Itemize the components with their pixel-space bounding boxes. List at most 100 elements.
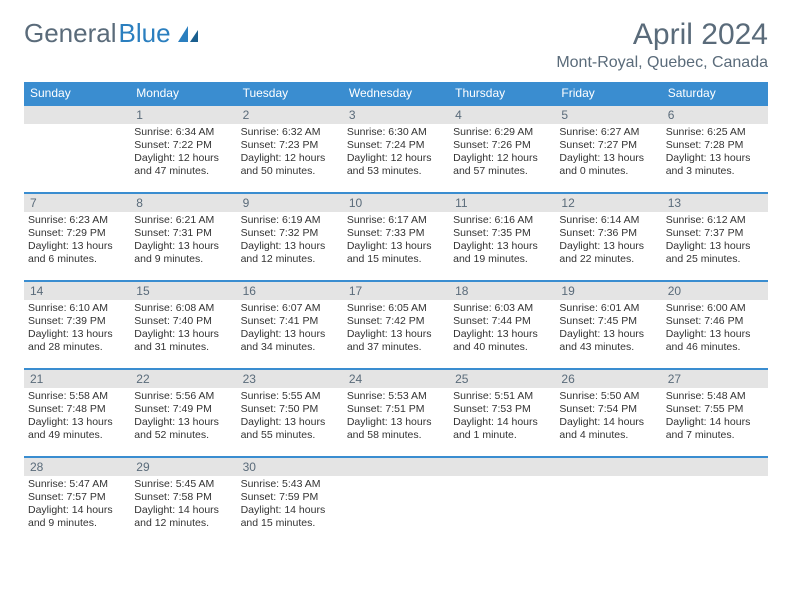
daylight-text: Daylight: 13 hours and 9 minutes. xyxy=(134,240,232,266)
day-header: Tuesday xyxy=(237,82,343,105)
day-number: 16 xyxy=(237,282,343,300)
logo: GeneralBlue xyxy=(24,18,200,49)
day-number: 26 xyxy=(555,370,661,388)
day-header: Thursday xyxy=(449,82,555,105)
day-details: Sunrise: 5:43 AMSunset: 7:59 PMDaylight:… xyxy=(237,476,343,535)
day-number: 1 xyxy=(130,106,236,124)
day-header: Sunday xyxy=(24,82,130,105)
day-number xyxy=(662,458,768,476)
calendar-cell: 19Sunrise: 6:01 AMSunset: 7:45 PMDayligh… xyxy=(555,281,661,369)
daylight-text: Daylight: 14 hours and 7 minutes. xyxy=(666,416,764,442)
daylight-text: Daylight: 13 hours and 22 minutes. xyxy=(559,240,657,266)
day-number xyxy=(24,106,130,124)
title-block: April 2024 Mont-Royal, Quebec, Canada xyxy=(556,18,768,72)
day-number: 22 xyxy=(130,370,236,388)
sunrise-text: Sunrise: 5:51 AM xyxy=(453,390,551,403)
sunrise-text: Sunrise: 5:55 AM xyxy=(241,390,339,403)
daylight-text: Daylight: 13 hours and 52 minutes. xyxy=(134,416,232,442)
day-number: 5 xyxy=(555,106,661,124)
day-details: Sunrise: 6:16 AMSunset: 7:35 PMDaylight:… xyxy=(449,212,555,271)
calendar-table: Sunday Monday Tuesday Wednesday Thursday… xyxy=(24,82,768,545)
sunset-text: Sunset: 7:31 PM xyxy=(134,227,232,240)
sunrise-text: Sunrise: 6:21 AM xyxy=(134,214,232,227)
calendar-cell xyxy=(662,457,768,545)
day-details: Sunrise: 5:47 AMSunset: 7:57 PMDaylight:… xyxy=(24,476,130,535)
day-details: Sunrise: 5:45 AMSunset: 7:58 PMDaylight:… xyxy=(130,476,236,535)
sunrise-text: Sunrise: 6:01 AM xyxy=(559,302,657,315)
day-number: 28 xyxy=(24,458,130,476)
day-number xyxy=(555,458,661,476)
day-number xyxy=(343,458,449,476)
day-details: Sunrise: 6:00 AMSunset: 7:46 PMDaylight:… xyxy=(662,300,768,359)
day-number: 3 xyxy=(343,106,449,124)
calendar-cell: 12Sunrise: 6:14 AMSunset: 7:36 PMDayligh… xyxy=(555,193,661,281)
sunset-text: Sunset: 7:33 PM xyxy=(347,227,445,240)
calendar-cell: 9Sunrise: 6:19 AMSunset: 7:32 PMDaylight… xyxy=(237,193,343,281)
sunset-text: Sunset: 7:27 PM xyxy=(559,139,657,152)
calendar-cell: 2Sunrise: 6:32 AMSunset: 7:23 PMDaylight… xyxy=(237,105,343,193)
daylight-text: Daylight: 13 hours and 12 minutes. xyxy=(241,240,339,266)
sunrise-text: Sunrise: 6:08 AM xyxy=(134,302,232,315)
daylight-text: Daylight: 13 hours and 37 minutes. xyxy=(347,328,445,354)
daylight-text: Daylight: 13 hours and 49 minutes. xyxy=(28,416,126,442)
day-number: 9 xyxy=(237,194,343,212)
calendar-cell: 1Sunrise: 6:34 AMSunset: 7:22 PMDaylight… xyxy=(130,105,236,193)
calendar-cell: 5Sunrise: 6:27 AMSunset: 7:27 PMDaylight… xyxy=(555,105,661,193)
calendar-cell: 22Sunrise: 5:56 AMSunset: 7:49 PMDayligh… xyxy=(130,369,236,457)
sunrise-text: Sunrise: 6:32 AM xyxy=(241,126,339,139)
daylight-text: Daylight: 14 hours and 15 minutes. xyxy=(241,504,339,530)
daylight-text: Daylight: 12 hours and 47 minutes. xyxy=(134,152,232,178)
day-details: Sunrise: 6:08 AMSunset: 7:40 PMDaylight:… xyxy=(130,300,236,359)
daylight-text: Daylight: 13 hours and 40 minutes. xyxy=(453,328,551,354)
sunrise-text: Sunrise: 6:17 AM xyxy=(347,214,445,227)
daylight-text: Daylight: 13 hours and 25 minutes. xyxy=(666,240,764,266)
day-number: 20 xyxy=(662,282,768,300)
day-details: Sunrise: 5:55 AMSunset: 7:50 PMDaylight:… xyxy=(237,388,343,447)
day-details: Sunrise: 5:51 AMSunset: 7:53 PMDaylight:… xyxy=(449,388,555,447)
sunset-text: Sunset: 7:54 PM xyxy=(559,403,657,416)
logo-text-blue: Blue xyxy=(119,18,171,49)
day-details: Sunrise: 5:48 AMSunset: 7:55 PMDaylight:… xyxy=(662,388,768,447)
sunset-text: Sunset: 7:51 PM xyxy=(347,403,445,416)
sunset-text: Sunset: 7:41 PM xyxy=(241,315,339,328)
day-number xyxy=(449,458,555,476)
sunrise-text: Sunrise: 5:45 AM xyxy=(134,478,232,491)
calendar-cell: 7Sunrise: 6:23 AMSunset: 7:29 PMDaylight… xyxy=(24,193,130,281)
sunset-text: Sunset: 7:59 PM xyxy=(241,491,339,504)
sunrise-text: Sunrise: 6:00 AM xyxy=(666,302,764,315)
daylight-text: Daylight: 13 hours and 58 minutes. xyxy=(347,416,445,442)
calendar-cell: 13Sunrise: 6:12 AMSunset: 7:37 PMDayligh… xyxy=(662,193,768,281)
sunset-text: Sunset: 7:42 PM xyxy=(347,315,445,328)
calendar-row: 7Sunrise: 6:23 AMSunset: 7:29 PMDaylight… xyxy=(24,193,768,281)
daylight-text: Daylight: 13 hours and 43 minutes. xyxy=(559,328,657,354)
sunset-text: Sunset: 7:36 PM xyxy=(559,227,657,240)
sunset-text: Sunset: 7:28 PM xyxy=(666,139,764,152)
calendar-cell xyxy=(555,457,661,545)
calendar-cell: 21Sunrise: 5:58 AMSunset: 7:48 PMDayligh… xyxy=(24,369,130,457)
sunset-text: Sunset: 7:32 PM xyxy=(241,227,339,240)
daylight-text: Daylight: 14 hours and 1 minute. xyxy=(453,416,551,442)
daylight-text: Daylight: 13 hours and 0 minutes. xyxy=(559,152,657,178)
day-details: Sunrise: 5:56 AMSunset: 7:49 PMDaylight:… xyxy=(130,388,236,447)
calendar-cell: 29Sunrise: 5:45 AMSunset: 7:58 PMDayligh… xyxy=(130,457,236,545)
calendar-cell: 26Sunrise: 5:50 AMSunset: 7:54 PMDayligh… xyxy=(555,369,661,457)
daylight-text: Daylight: 13 hours and 3 minutes. xyxy=(666,152,764,178)
calendar-cell: 30Sunrise: 5:43 AMSunset: 7:59 PMDayligh… xyxy=(237,457,343,545)
sunset-text: Sunset: 7:48 PM xyxy=(28,403,126,416)
sunrise-text: Sunrise: 5:48 AM xyxy=(666,390,764,403)
sunset-text: Sunset: 7:46 PM xyxy=(666,315,764,328)
day-number: 4 xyxy=(449,106,555,124)
sunset-text: Sunset: 7:40 PM xyxy=(134,315,232,328)
calendar-row: 28Sunrise: 5:47 AMSunset: 7:57 PMDayligh… xyxy=(24,457,768,545)
daylight-text: Daylight: 14 hours and 4 minutes. xyxy=(559,416,657,442)
sunrise-text: Sunrise: 5:43 AM xyxy=(241,478,339,491)
day-header: Saturday xyxy=(662,82,768,105)
day-number: 25 xyxy=(449,370,555,388)
calendar-cell: 15Sunrise: 6:08 AMSunset: 7:40 PMDayligh… xyxy=(130,281,236,369)
sunset-text: Sunset: 7:49 PM xyxy=(134,403,232,416)
day-details: Sunrise: 5:50 AMSunset: 7:54 PMDaylight:… xyxy=(555,388,661,447)
daylight-text: Daylight: 13 hours and 19 minutes. xyxy=(453,240,551,266)
calendar-cell: 17Sunrise: 6:05 AMSunset: 7:42 PMDayligh… xyxy=(343,281,449,369)
sunset-text: Sunset: 7:26 PM xyxy=(453,139,551,152)
calendar-cell: 27Sunrise: 5:48 AMSunset: 7:55 PMDayligh… xyxy=(662,369,768,457)
